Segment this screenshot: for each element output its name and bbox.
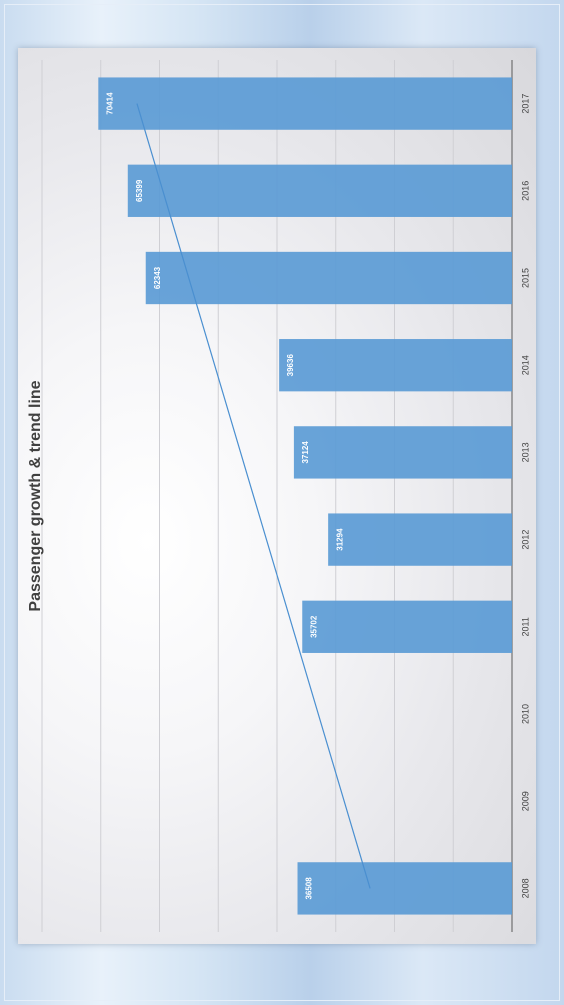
bar-2016 (127, 164, 512, 217)
data-labels: 36508 35702 31294 37124 39636 62343 65399 70414 (105, 92, 344, 900)
tick-label: 2012 (520, 530, 530, 550)
tick-label: 2017 (520, 94, 530, 114)
bar-2015 (145, 251, 513, 305)
bar-2011 (302, 600, 512, 653)
tick-label: 2016 (520, 181, 530, 201)
bar-2014 (279, 339, 512, 392)
bar-2013 (293, 426, 512, 479)
trend-line-group (136, 103, 371, 889)
tick-label: 2011 (520, 617, 530, 636)
data-label: 31294 (335, 528, 344, 551)
chart-title: Passenger growth & trend line (27, 380, 44, 611)
tick-label: 2010 (520, 704, 530, 724)
data-label: 39636 (286, 354, 295, 377)
data-label: 37124 (301, 441, 310, 464)
data-label: 65399 (135, 179, 144, 202)
category-axis: 2008 2009 2010 2011 2012 2013 2014 2015 2016 2017 (520, 94, 530, 899)
data-label: 36508 (305, 877, 314, 900)
bar-2008 (297, 862, 512, 915)
data-label: 62343 (153, 266, 162, 289)
trend-line (136, 103, 371, 889)
outer-frame (4, 4, 560, 1001)
tick-label: 2008 (520, 878, 530, 898)
tick-label: 2013 (520, 442, 530, 462)
bars (98, 77, 513, 915)
bar-2017 (98, 77, 512, 130)
data-label: 70414 (105, 92, 114, 115)
tick-label: 2009 (520, 791, 530, 811)
tick-label: 2015 (520, 268, 530, 288)
tick-label: 2014 (520, 355, 530, 375)
bar-2012 (328, 513, 512, 566)
data-label: 35702 (309, 615, 318, 638)
